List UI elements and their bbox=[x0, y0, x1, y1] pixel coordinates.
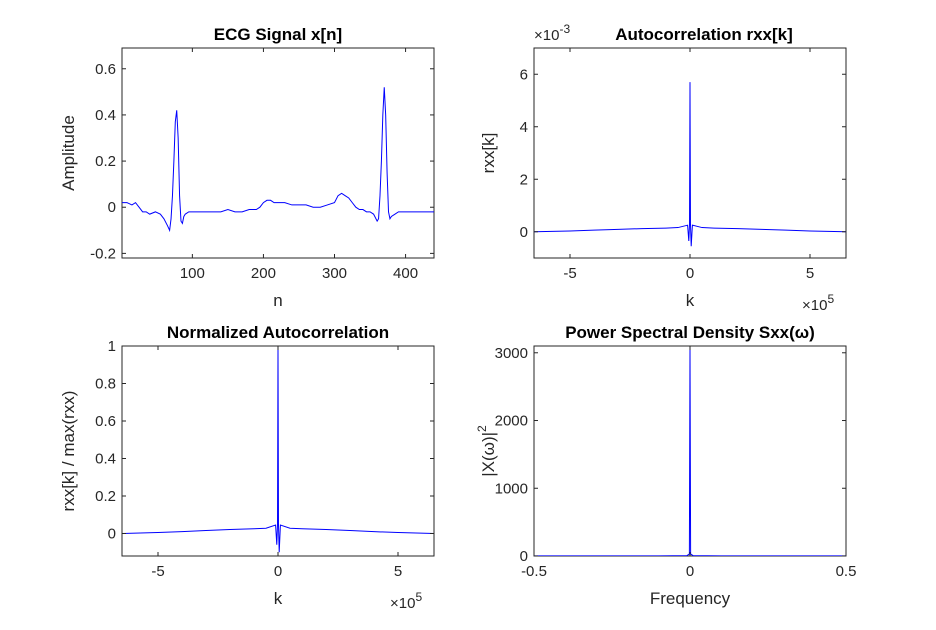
y-tick-label: 6 bbox=[520, 66, 528, 83]
y-tick-label: 1 bbox=[108, 338, 116, 355]
x-tick-label: 300 bbox=[322, 265, 347, 282]
chart-title: Normalized Autocorrelation bbox=[167, 323, 389, 342]
x-axis-label: k bbox=[686, 291, 695, 310]
y-tick-label: 0 bbox=[108, 199, 116, 216]
subplot-1: 100 200 300 400 -0.2 0 0.2 0.4 0.6 ECG Signal x[n… bbox=[59, 25, 435, 310]
x-tick-label: 5 bbox=[806, 265, 814, 282]
x-axis-label: Frequency bbox=[650, 589, 731, 608]
x-exponent-label: ×105 bbox=[802, 292, 834, 314]
y-axis-label: |X(ω)|2 bbox=[475, 425, 498, 477]
y-tick-label: 0.6 bbox=[95, 413, 116, 430]
y-axis-label: rxx[k] bbox=[479, 133, 498, 174]
y-tick-label: 0.2 bbox=[95, 153, 116, 170]
chart-title: Autocorrelation rxx[k] bbox=[615, 25, 793, 44]
x-exponent-label: ×105 bbox=[390, 590, 422, 612]
y-tick-label: 0.2 bbox=[95, 488, 116, 505]
axes-frame bbox=[121, 47, 435, 259]
y-tick-label: 2 bbox=[520, 171, 528, 188]
x-axis-label: k bbox=[274, 589, 283, 608]
y-tick-label: 4 bbox=[520, 119, 528, 136]
y-tick-label: 1000 bbox=[495, 480, 528, 497]
y-exponent-label: ×10-3 bbox=[534, 22, 570, 44]
subplot-2: -5 0 5 0 2 4 6 Autocorrelation rxx[k] k rxx[k] ×10… bbox=[479, 22, 847, 314]
x-tick-label: 0 bbox=[274, 563, 282, 580]
y-tick-label: -0.2 bbox=[90, 245, 116, 262]
x-tick-label: 0 bbox=[686, 563, 694, 580]
y-tick-label: 0.4 bbox=[95, 451, 116, 468]
x-tick-label: 100 bbox=[180, 265, 205, 282]
x-tick-label: -5 bbox=[563, 265, 576, 282]
x-axis-label: n bbox=[273, 291, 282, 310]
chart-title: Power Spectral Density Sxx(ω) bbox=[565, 323, 815, 342]
x-tick-label: 5 bbox=[394, 563, 402, 580]
x-tick-label: 0.5 bbox=[836, 563, 857, 580]
x-tick-label: 400 bbox=[393, 265, 418, 282]
subplot-3: -5 0 5 0 0.2 0.4 0.6 0.8 1 Normalized Autocorrela… bbox=[59, 323, 435, 612]
series-line bbox=[122, 87, 434, 233]
x-tick-label: 200 bbox=[251, 265, 276, 282]
y-tick-label: 0.6 bbox=[95, 61, 116, 78]
y-tick-label: 0 bbox=[520, 548, 528, 565]
y-tick-label: 0.4 bbox=[95, 107, 116, 124]
series-line bbox=[534, 82, 846, 247]
y-tick-label: 3000 bbox=[495, 345, 528, 362]
y-tick-label: 2000 bbox=[495, 413, 528, 430]
series-line bbox=[122, 346, 434, 553]
x-tick-label: -5 bbox=[151, 563, 164, 580]
y-tick-label: 0 bbox=[108, 526, 116, 543]
chart-title: ECG Signal x[n] bbox=[214, 25, 342, 44]
y-tick-label: 0 bbox=[520, 224, 528, 241]
x-tick-label: -0.5 bbox=[521, 563, 547, 580]
y-tick-label: 0.8 bbox=[95, 376, 116, 393]
y-axis-label: Amplitude bbox=[59, 115, 78, 191]
x-tick-label: 0 bbox=[686, 265, 694, 282]
series-line bbox=[534, 346, 846, 556]
y-axis-label: rxx[k] / max(rxx) bbox=[59, 391, 78, 512]
